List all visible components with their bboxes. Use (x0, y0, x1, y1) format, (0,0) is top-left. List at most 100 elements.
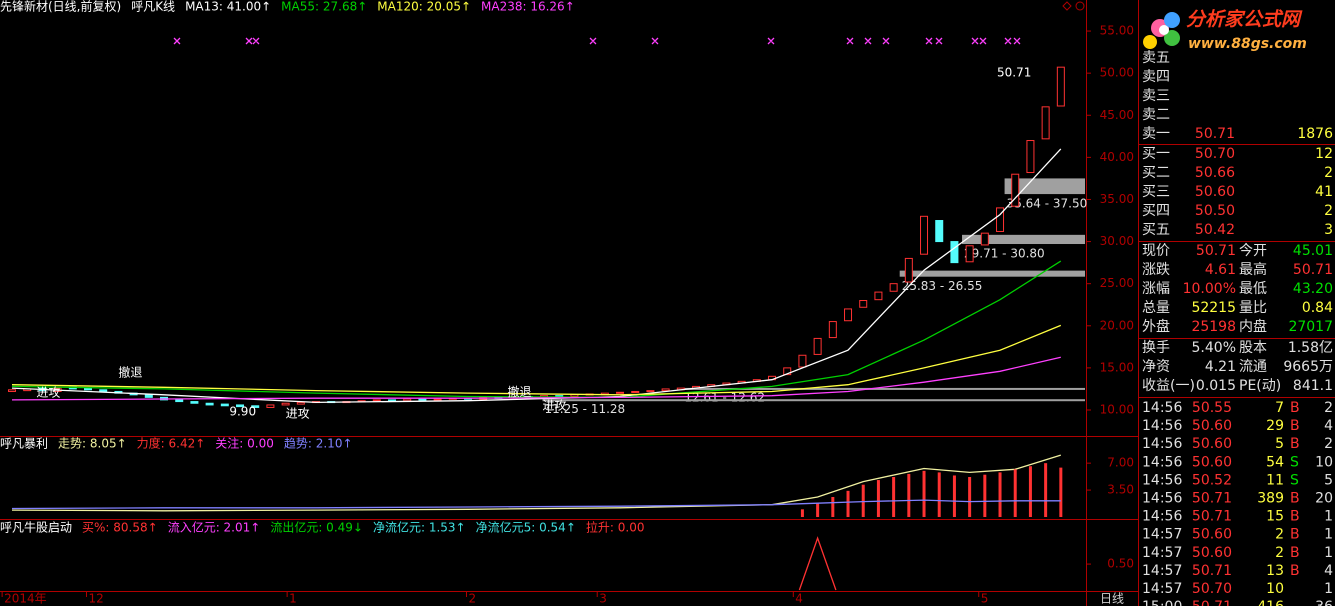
x-tick-label: 2014年 (4, 592, 47, 606)
logo-title: 分析家公式网 (1186, 9, 1303, 31)
header-label: 流入亿元: 2.01↑ (168, 520, 261, 535)
series-line (11, 454, 1061, 512)
sidebar-cell: 4.61 (1205, 262, 1236, 278)
y-tick-label: 55.00 (1100, 24, 1134, 38)
candle-body (403, 398, 412, 402)
candle-body (980, 232, 989, 246)
candle-body (251, 405, 260, 408)
series-line (798, 536, 837, 591)
sidebar-cell: 52215 (1191, 300, 1236, 316)
candle-body (950, 241, 959, 264)
sidebar-cell: 29 (1266, 418, 1284, 434)
header-label: MA238: 16.26↑ (481, 0, 575, 14)
sidebar-cell: 50.71 (1195, 126, 1235, 142)
candle-body (220, 403, 229, 407)
candle-body (646, 390, 655, 393)
sidebar-cell: 流通 (1239, 359, 1267, 375)
series-line (11, 356, 1061, 401)
sidebar-cell: 4 (1324, 418, 1333, 434)
sidebar-cell: 买二 (1142, 165, 1170, 181)
y-tick-label: 7.00 (1107, 456, 1134, 470)
y-tick-label: 15.00 (1100, 360, 1134, 374)
candle-body (8, 389, 17, 392)
sidebar-cell: 389 (1257, 491, 1284, 507)
close-icon (1075, 1, 1085, 11)
candle-body (433, 398, 442, 401)
sidebar-cell: 50.60 (1195, 184, 1235, 200)
sidebar-cell: 10 (1266, 581, 1284, 597)
indicator-bar (998, 472, 1002, 517)
candle-body (205, 402, 214, 406)
sidebar-cell: 2 (1324, 203, 1333, 219)
candle-body (99, 389, 108, 392)
sidebar-cell: 41 (1315, 184, 1333, 200)
candle-body (813, 337, 822, 355)
annotation: 撤退 (118, 364, 142, 379)
candle-body (570, 394, 579, 398)
indicator-bar (800, 509, 804, 517)
logo-petal (1164, 30, 1180, 46)
candle-body (616, 391, 625, 394)
indicator-bar (1059, 467, 1063, 517)
candle-body (236, 404, 245, 408)
period-label: 日线 (1100, 592, 1124, 606)
candle-body (175, 399, 184, 403)
sidebar-cell: 50.71 (1192, 491, 1232, 507)
indicator-bar (876, 480, 880, 517)
sidebar-cell: 买五 (1142, 222, 1170, 238)
zone-label: 11.25 - 11.28 (545, 402, 626, 416)
sidebar-cell: 14:57 (1142, 563, 1182, 579)
sidebar-cell: 50.71 (1293, 262, 1333, 278)
header-label: MA13: 41.00↑ (185, 0, 271, 14)
sidebar-cell: B (1290, 436, 1300, 452)
sidebar-cell: 50.60 (1192, 436, 1232, 452)
header-label: 买%: 80.58↑ (82, 521, 158, 535)
sidebar-cell: 股本 (1239, 340, 1267, 356)
annotation: 进攻 (286, 407, 310, 421)
candle-body (904, 257, 913, 283)
sidebar-cell: 1 (1324, 545, 1333, 561)
y-tick-label: 10.00 (1100, 402, 1134, 416)
sidebar-cell: 3 (1324, 222, 1333, 238)
sidebar-cell: 1.58亿 (1288, 340, 1333, 356)
sidebar-cell: 涨幅 (1142, 281, 1170, 297)
sidebar-cell: 卖二 (1142, 107, 1170, 123)
sidebar-cell: 14:57 (1142, 581, 1182, 597)
sidebar-cell: 50.55 (1192, 400, 1232, 416)
sidebar-cell: 外盘 (1142, 318, 1170, 335)
sidebar-cell: B (1290, 527, 1300, 543)
sidebar-cell: 涨跌 (1142, 262, 1170, 278)
candle-body (889, 283, 898, 292)
sidebar-cell: 换手 (1142, 339, 1170, 356)
sidebar-cell: 14:57 (1142, 545, 1182, 561)
sidebar-cell: 4.21 (1205, 359, 1236, 375)
sidebar-cell: 5.40% (1192, 340, 1236, 356)
sidebar-cell: 841.1 (1293, 378, 1333, 394)
sidebar-cell: 9665万 (1283, 359, 1333, 375)
sidebar-cell: B (1290, 509, 1300, 525)
sidebar-cell: 50.60 (1192, 545, 1232, 561)
sidebar-cell: S (1290, 454, 1299, 470)
header-label: MA55: 27.68↑ (281, 0, 367, 14)
x-tick-label: 12 (88, 592, 103, 606)
candle-body (965, 245, 974, 263)
series-line (11, 324, 1062, 396)
logo-petal (1143, 35, 1157, 49)
sidebar-cell: 内盘 (1239, 318, 1267, 335)
indicator-bar (983, 474, 987, 517)
header-label: 力度: 6.42↑ (137, 436, 206, 451)
y-tick-label: 3.50 (1107, 483, 1134, 497)
sidebar-cell: B (1290, 491, 1300, 507)
sidebar-cell: 1 (1324, 581, 1333, 597)
support-zone (1004, 178, 1085, 195)
sidebar-cell: 20 (1315, 491, 1333, 507)
sidebar-cell: 2 (1324, 400, 1333, 416)
sidebar-cell: 50.70 (1195, 146, 1235, 162)
sidebar-cell: 1 (1324, 509, 1333, 525)
sidebar-cell: B (1290, 400, 1300, 416)
logo-petal (1164, 12, 1180, 28)
